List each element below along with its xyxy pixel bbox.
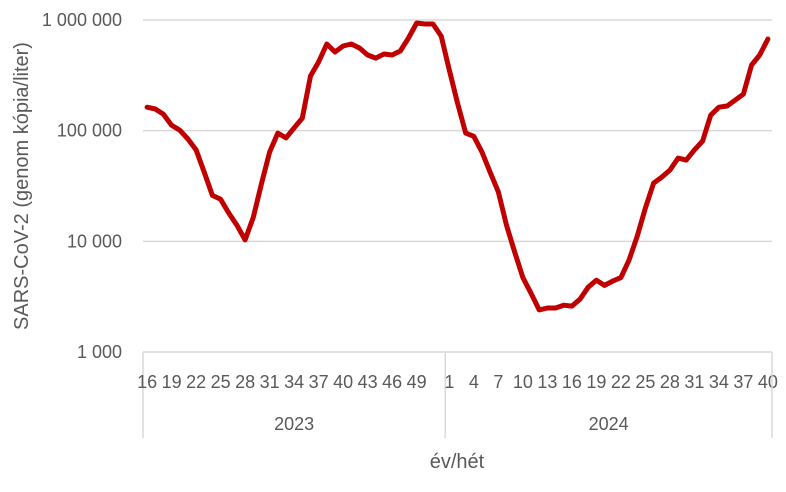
x-tick-label: 19 [586, 372, 606, 392]
x-tick-label: 7 [493, 372, 503, 392]
x-tick-label: 46 [382, 372, 402, 392]
x-tick-label: 16 [562, 372, 582, 392]
y-tick-label: 1 000 000 [42, 10, 122, 30]
x-tick-label: 16 [137, 372, 157, 392]
x-tick-label: 25 [211, 372, 231, 392]
x-tick-label: 43 [358, 372, 378, 392]
x-tick-label: 40 [758, 372, 778, 392]
x-tick-label: 25 [635, 372, 655, 392]
x-group-label: 2024 [589, 414, 629, 434]
x-tick-label: 37 [733, 372, 753, 392]
x-tick-label: 31 [260, 372, 280, 392]
y-tick-label: 100 000 [57, 121, 122, 141]
x-tick-label: 49 [407, 372, 427, 392]
y-axis-title: SARS-CoV-2 (genom kópia/liter) [11, 42, 33, 330]
y-tick-label: 10 000 [67, 231, 122, 251]
x-tick-label: 22 [611, 372, 631, 392]
y-tick-label: 1 000 [77, 342, 122, 362]
x-tick-label: 34 [709, 372, 729, 392]
x-tick-label: 13 [537, 372, 557, 392]
x-tick-label: 19 [162, 372, 182, 392]
x-tick-label: 22 [186, 372, 206, 392]
x-tick-label: 28 [235, 372, 255, 392]
x-tick-label: 34 [284, 372, 304, 392]
x-tick-label: 37 [309, 372, 329, 392]
x-tick-label: 28 [660, 372, 680, 392]
x-tick-label: 31 [684, 372, 704, 392]
series-line [144, 20, 771, 313]
x-group-label: 2023 [274, 414, 314, 434]
x-tick-label: 40 [333, 372, 353, 392]
x-axis-title: év/hét [430, 451, 485, 473]
x-tick-label: 10 [513, 372, 533, 392]
x-tick-label: 1 [444, 372, 454, 392]
x-tick-label: 4 [469, 372, 479, 392]
